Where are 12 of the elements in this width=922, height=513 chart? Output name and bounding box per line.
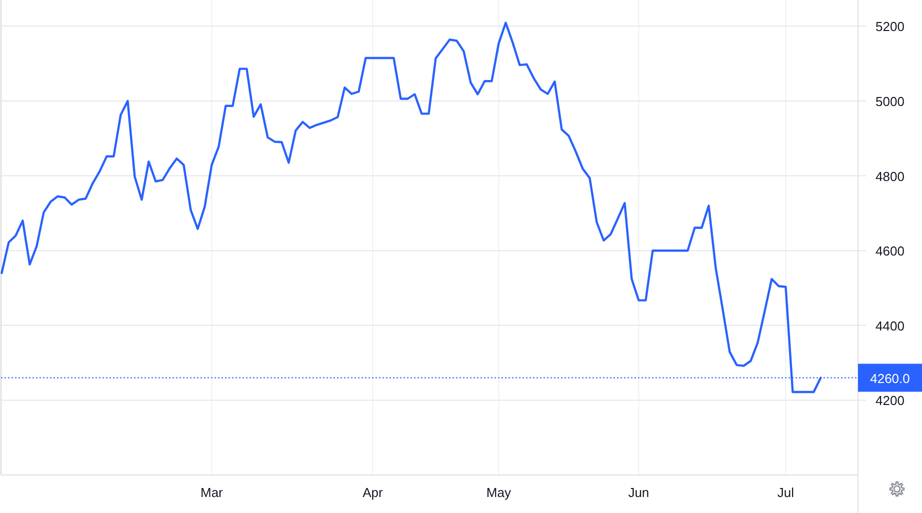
- y-tick-label: 5200: [876, 19, 904, 34]
- y-tick-label: 4800: [876, 168, 904, 184]
- x-tick-label: May: [486, 485, 512, 500]
- x-tick-label: Jul: [777, 485, 794, 500]
- y-tick-label: 4400: [876, 318, 904, 334]
- y-tick-label: 5000: [876, 94, 904, 109]
- y-tick-label: 4200: [876, 393, 904, 408]
- x-tick-label: Mar: [200, 485, 224, 500]
- x-tick-label: Jun: [628, 485, 650, 500]
- x-tick-label: Apr: [362, 485, 384, 500]
- y-tick-label: 4600: [876, 244, 904, 259]
- ref-line-label: 4260.0: [870, 370, 910, 386]
